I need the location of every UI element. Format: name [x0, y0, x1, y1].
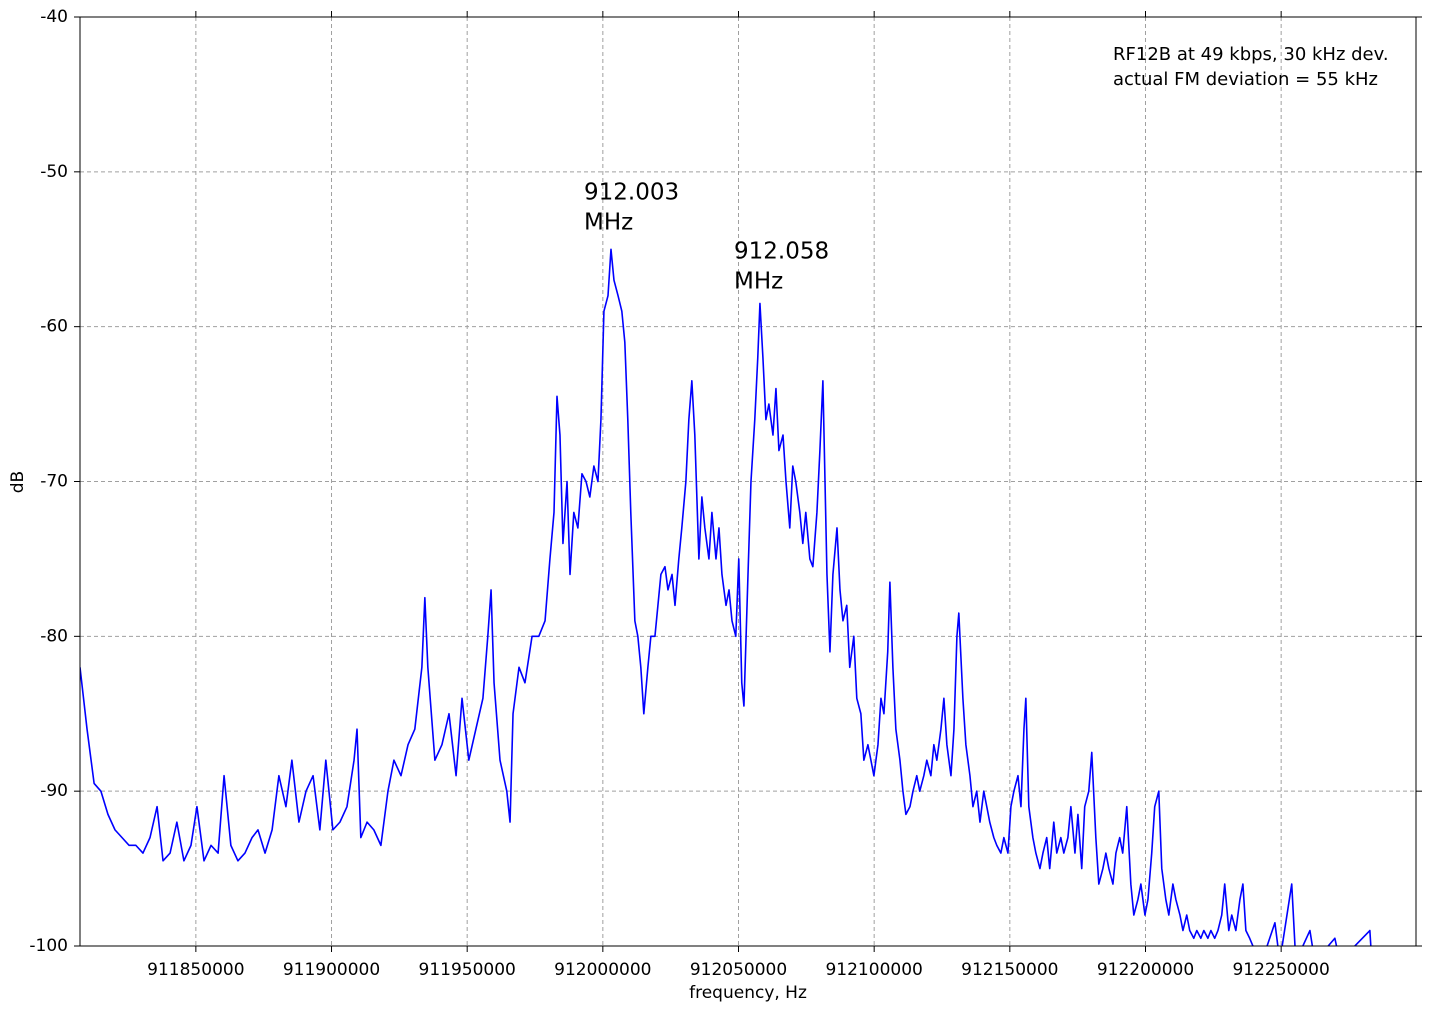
x-tick-label: 912150000 — [961, 960, 1058, 980]
x-tick-label: 911850000 — [147, 960, 244, 980]
spectrum-line — [80, 248, 1372, 946]
y-tick-label: -60 — [40, 317, 68, 337]
peak-annotation: MHz — [584, 210, 633, 236]
note-line: RF12B at 49 kbps, 30 kHz dev. — [1113, 44, 1389, 65]
peak-annotation: MHz — [734, 269, 783, 295]
x-tick-label: 912250000 — [1232, 960, 1329, 980]
peak-annotation: 912.058 — [734, 239, 829, 265]
y-tick-label: -50 — [40, 162, 68, 182]
y-tick-label: -90 — [40, 781, 68, 801]
plot-area — [80, 248, 1372, 946]
x-axis-label: frequency, Hz — [689, 983, 807, 1003]
peak-annotation: 912.003 — [584, 180, 679, 206]
x-tick-label: 912100000 — [825, 960, 922, 980]
y-tick-label: -100 — [29, 936, 68, 956]
x-tick-label: 911950000 — [419, 960, 516, 980]
y-tick-label: -80 — [40, 626, 68, 646]
y-tick-label: -40 — [40, 7, 68, 27]
x-tick-label: 911900000 — [283, 960, 380, 980]
y-tick-label: -70 — [40, 472, 68, 492]
x-tick-label: 912050000 — [690, 960, 787, 980]
y-axis-label: dB — [8, 471, 28, 493]
x-tick-label: 912200000 — [1097, 960, 1194, 980]
x-tick-label: 912000000 — [554, 960, 651, 980]
note-line: actual FM deviation = 55 kHz — [1113, 69, 1378, 90]
